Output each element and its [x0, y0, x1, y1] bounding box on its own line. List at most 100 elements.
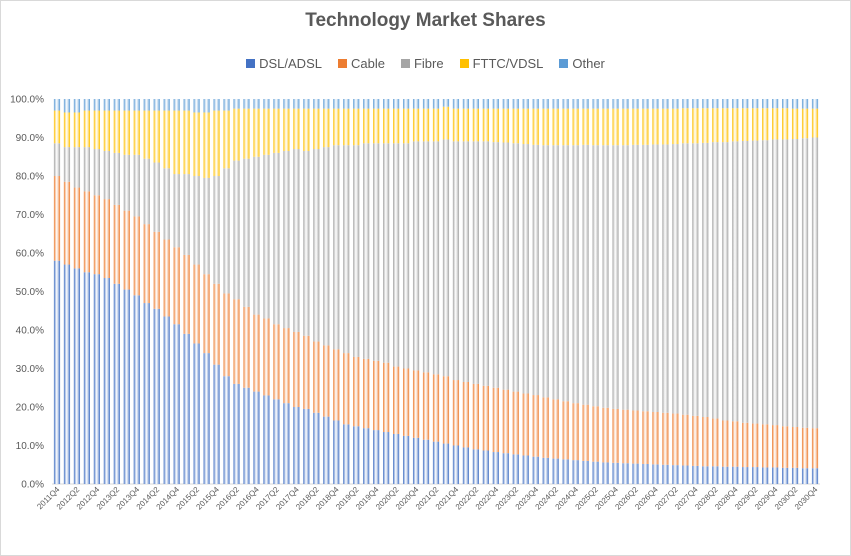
legend-item-fttc-vdsl: FTTC/VDSL: [459, 56, 543, 71]
bar-segment-fttc-vdsl: [672, 108, 679, 145]
bar-segment-cable: [752, 423, 759, 468]
bar-segment-dsl-adsl: [722, 466, 729, 484]
bar-segment-other: [93, 99, 100, 111]
y-tick-label: 60.0%: [16, 249, 44, 260]
bar-segment-fttc-vdsl: [632, 108, 639, 145]
bar-segment-fibre: [253, 156, 260, 315]
bar-segment-other: [253, 99, 260, 109]
bar-segment-dsl-adsl: [522, 455, 529, 484]
bar-segment-dsl-adsl: [742, 467, 749, 484]
bar-segment-other: [662, 99, 669, 109]
bar-segment-other: [582, 99, 589, 109]
bar-segment-cable: [622, 409, 629, 464]
bar-segment-fttc-vdsl: [263, 108, 270, 155]
bar-segment-dsl-adsl: [612, 462, 619, 484]
bar-segment-other: [552, 99, 559, 109]
bar-segment-fibre: [422, 141, 430, 373]
bar-segment-fibre: [692, 143, 699, 416]
bar-segment-other: [642, 99, 649, 109]
bar-segment-dsl-adsl: [442, 443, 450, 484]
bar-segment-fibre: [462, 141, 470, 382]
legend-swatch: [559, 59, 569, 68]
bar-segment-fttc-vdsl: [412, 108, 420, 142]
bar-segment-dsl-adsl: [662, 464, 669, 484]
bar-segment-other: [772, 99, 779, 109]
bar-segment-dsl-adsl: [782, 467, 789, 484]
bar-segment-cable: [293, 331, 300, 408]
bar-segment-cable: [592, 406, 599, 462]
bar-segment-dsl-adsl: [682, 465, 689, 484]
bar-segment-fibre: [273, 152, 280, 325]
bar-segment-cable: [811, 428, 819, 469]
bar-segment-cable: [472, 383, 479, 450]
bar-segment-cable: [373, 360, 380, 431]
bar-segment-cable: [223, 293, 230, 377]
bar-segment-fttc-vdsl: [333, 108, 340, 146]
y-tick-label: 100.0%: [10, 95, 44, 106]
bar-segment-dsl-adsl: [133, 295, 140, 484]
bar-segment-fibre: [53, 143, 61, 177]
bar-segment-other: [472, 99, 479, 109]
bar-segment-cable: [203, 274, 210, 354]
bar-segment-fibre: [143, 158, 150, 225]
bar-segment-other: [752, 99, 759, 109]
bar-segment-fibre: [782, 139, 789, 427]
bar-segment-cable: [393, 366, 400, 434]
legend-item-fibre: Fibre: [400, 56, 444, 71]
legend-swatch: [337, 59, 347, 68]
bar-segment-cable: [143, 224, 150, 304]
bar-segment-cable: [263, 318, 270, 396]
bar-segment-fttc-vdsl: [542, 108, 549, 146]
bar-segment-other: [732, 99, 739, 109]
legend-label: Fibre: [413, 56, 444, 71]
bar-segment-fttc-vdsl: [273, 108, 280, 153]
bar-segment-cable: [163, 239, 170, 317]
bar-segment-fibre: [702, 142, 709, 418]
bar-segment-dsl-adsl: [482, 450, 489, 484]
bar-segment-other: [652, 99, 659, 109]
bar-segment-cable: [442, 376, 450, 444]
bar-segment-other: [422, 99, 430, 109]
bar-segment-other: [273, 99, 280, 109]
bar-segment-dsl-adsl: [113, 283, 120, 484]
bar-segment-dsl-adsl: [193, 343, 200, 485]
bar-segment-fttc-vdsl: [582, 108, 589, 145]
bar-segment-other: [712, 99, 719, 109]
bar-segment-cable: [283, 328, 290, 404]
bar-segment-fttc-vdsl: [153, 110, 160, 163]
bar-segment-fibre: [103, 150, 110, 200]
bar-segment-fibre: [113, 152, 120, 205]
bar-segment-other: [333, 99, 340, 109]
bar-segment-dsl-adsl: [432, 441, 440, 484]
bar-segment-dsl-adsl: [412, 437, 420, 484]
bar-segment-fibre: [512, 143, 519, 392]
bar-segment-cable: [512, 391, 519, 455]
bar-segment-fibre: [452, 141, 460, 381]
bar-segment-other: [791, 99, 799, 109]
bar-segment-dsl-adsl: [83, 272, 90, 484]
bar-segment-fibre: [93, 149, 100, 196]
bar-segment-other: [323, 99, 330, 109]
bar-segment-dsl-adsl: [462, 447, 470, 485]
bar-segment-dsl-adsl: [772, 467, 779, 484]
bar-segment-cable: [462, 381, 470, 448]
bar-segment-fibre: [492, 142, 499, 388]
bar-segment-dsl-adsl: [343, 424, 350, 484]
bar-segment-cable: [572, 403, 579, 461]
bar-segment-fibre: [203, 177, 210, 275]
bar-segment-fibre: [722, 142, 729, 421]
bar-segment-cable: [502, 389, 509, 454]
bar-segment-cable: [602, 407, 609, 463]
bar-segment-fttc-vdsl: [482, 108, 489, 142]
bar-segment-other: [373, 99, 380, 109]
bar-segment-fibre: [123, 154, 130, 211]
bar-segment-fttc-vdsl: [303, 108, 310, 151]
bar-segment-fttc-vdsl: [472, 108, 479, 142]
bar-segment-fibre: [213, 176, 220, 284]
bar-segment-dsl-adsl: [801, 468, 809, 484]
bar-segment-fibre: [153, 162, 160, 232]
bar-segment-other: [492, 99, 499, 109]
bar-segment-fibre: [73, 147, 81, 188]
bar-segment-dsl-adsl: [791, 467, 799, 484]
bar-segment-dsl-adsl: [383, 432, 390, 484]
